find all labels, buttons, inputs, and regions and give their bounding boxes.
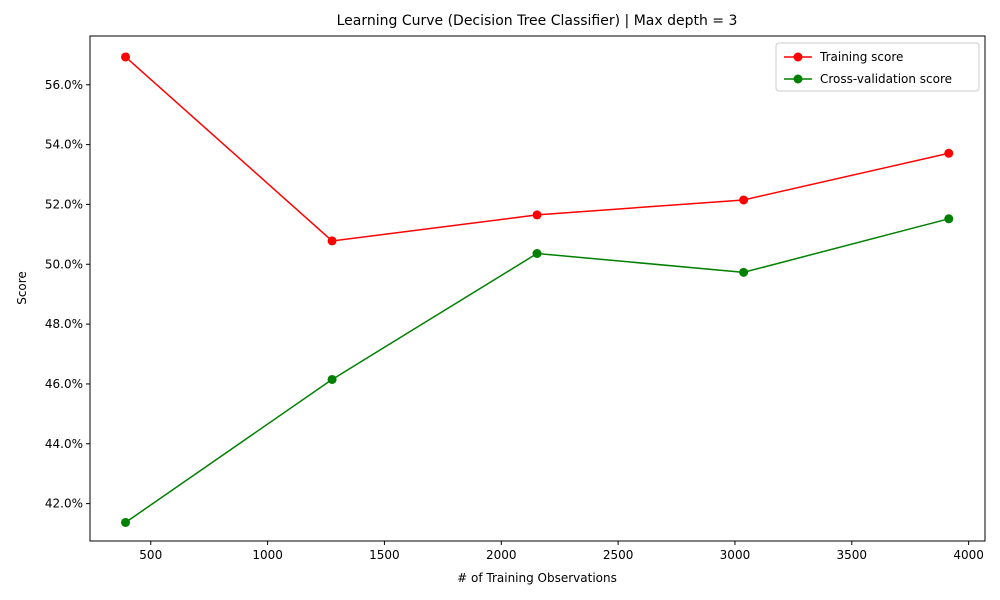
x-axis-label: # of Training Observations xyxy=(457,571,617,585)
x-tick-label: 3000 xyxy=(720,548,751,562)
x-tick-label: 2500 xyxy=(603,548,634,562)
x-axis: 500 1000 1500 2000 2500 3000 3500 4000 xyxy=(139,541,984,562)
plot-area xyxy=(121,52,954,527)
legend-box xyxy=(775,42,980,92)
data-point xyxy=(121,517,131,527)
data-point xyxy=(532,210,542,220)
legend-marker xyxy=(793,74,803,84)
legend-label: Cross-validation score xyxy=(820,72,952,86)
series-training-score xyxy=(121,52,954,246)
data-point xyxy=(944,148,954,158)
legend: Training score Cross-validation score xyxy=(775,42,980,92)
y-tick-label: 52.0% xyxy=(45,197,83,211)
y-tick-label: 42.0% xyxy=(45,497,83,511)
data-point xyxy=(327,236,337,246)
x-tick-label: 1000 xyxy=(252,548,283,562)
legend-label: Training score xyxy=(819,50,903,64)
data-point xyxy=(121,52,131,62)
y-axis: 42.0% 44.0% 46.0% 48.0% 50.0% 52.0% 54.0% 56.0% xyxy=(45,78,90,511)
series-line xyxy=(125,218,949,524)
y-tick-label: 54.0% xyxy=(45,138,83,152)
y-tick-label: 50.0% xyxy=(45,257,83,271)
data-point xyxy=(739,267,749,277)
x-tick-label: 3500 xyxy=(837,548,868,562)
series-cross-validation-score xyxy=(121,214,954,527)
y-tick-label: 48.0% xyxy=(45,317,83,331)
data-point xyxy=(327,374,337,384)
x-tick-label: 2000 xyxy=(486,548,517,562)
y-tick-label: 44.0% xyxy=(45,437,83,451)
chart-title: Learning Curve (Decision Tree Classifier… xyxy=(337,13,738,29)
y-tick-label: 56.0% xyxy=(45,78,83,92)
legend-marker xyxy=(793,52,803,62)
data-point xyxy=(944,214,954,224)
data-point xyxy=(532,248,542,258)
y-axis-label: Score xyxy=(15,271,29,305)
x-tick-label: 500 xyxy=(139,548,162,562)
x-tick-label: 1500 xyxy=(369,548,400,562)
y-tick-label: 46.0% xyxy=(45,377,83,391)
data-point xyxy=(739,195,749,205)
x-tick-label: 4000 xyxy=(953,548,984,562)
plot-frame xyxy=(89,35,986,542)
